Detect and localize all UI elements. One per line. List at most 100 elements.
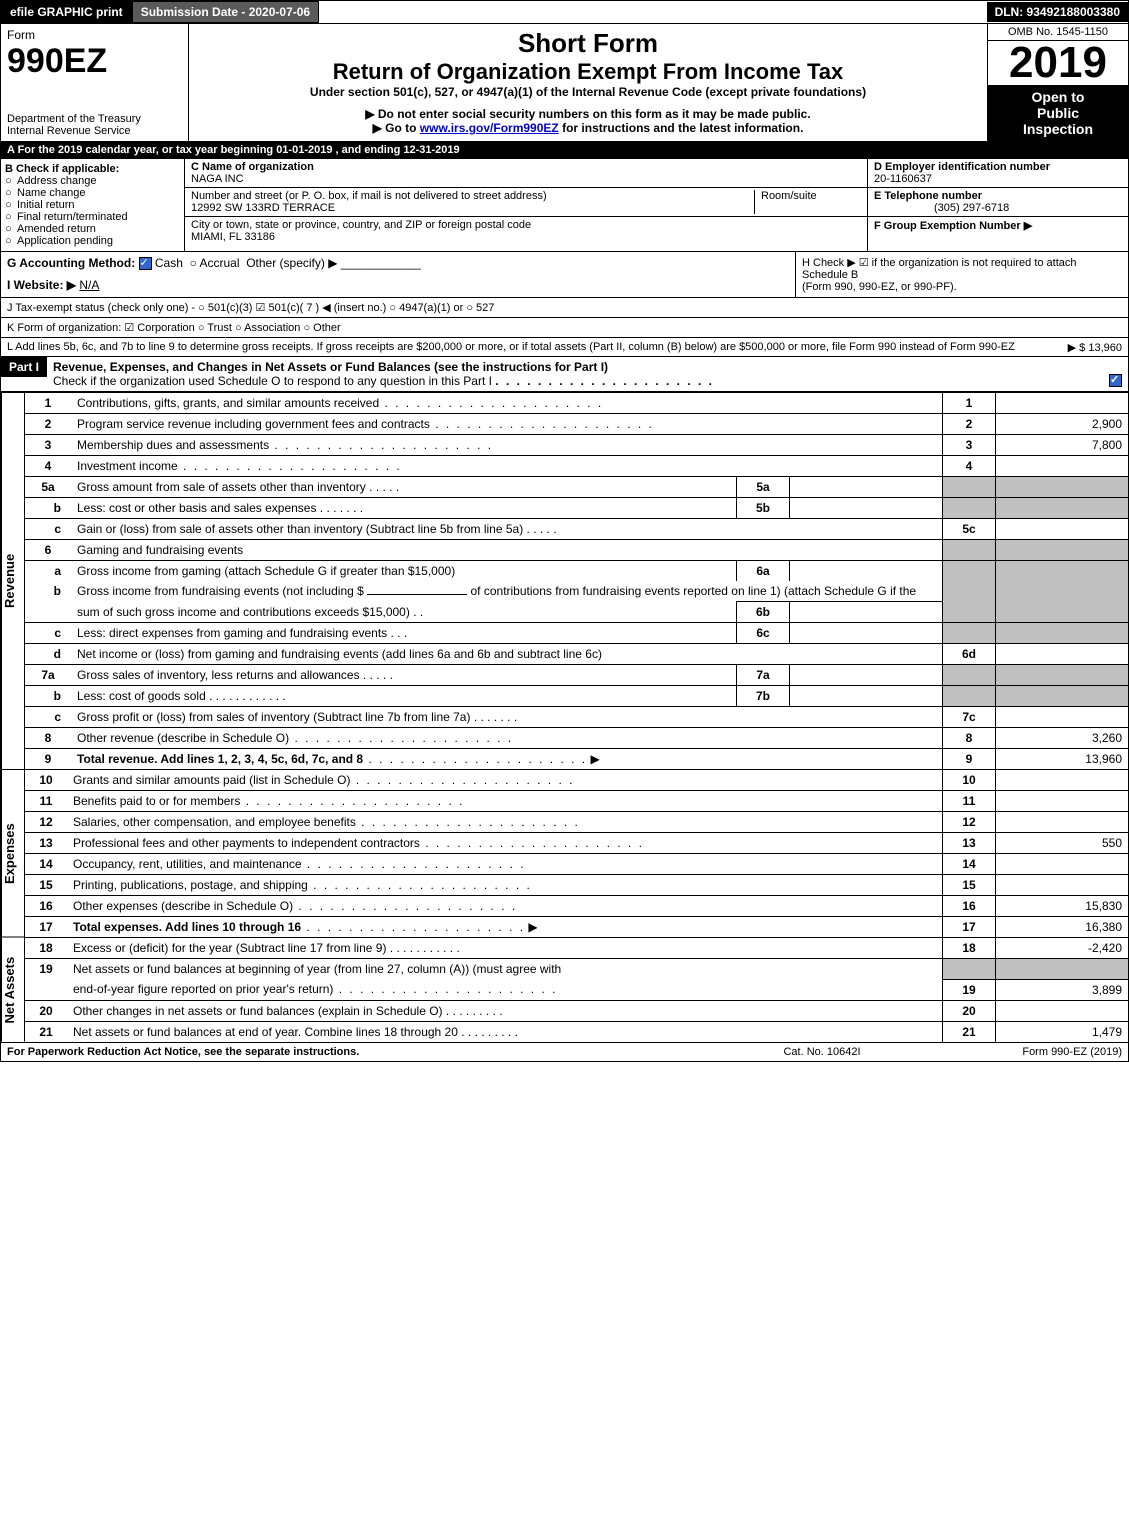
l6b-mval — [790, 602, 943, 623]
l1-no: 1 — [25, 393, 71, 414]
expenses-table: 10 Grants and similar amounts paid (list… — [25, 769, 1128, 937]
l5b-desc: Less: cost or other basis and sales expe… — [77, 501, 316, 515]
l7a-end — [943, 665, 996, 686]
l3-end: 3 — [943, 435, 996, 456]
l7b-val — [996, 686, 1129, 707]
l6b-no: b — [25, 581, 71, 602]
chk-amended[interactable]: Amended return — [5, 223, 180, 235]
l6a-val — [996, 561, 1129, 582]
line-5c: c Gain or (loss) from sale of assets oth… — [25, 519, 1128, 540]
chk-final[interactable]: Final return/terminated — [5, 211, 180, 223]
line-18: 18 Excess or (deficit) for the year (Sub… — [25, 938, 1128, 959]
line-15: 15 Printing, publications, postage, and … — [25, 875, 1128, 896]
line-8: 8 Other revenue (describe in Schedule O)… — [25, 728, 1128, 749]
row-j: J Tax-exempt status (check only one) - ○… — [0, 298, 1129, 318]
l8-desc: Other revenue (describe in Schedule O) — [77, 731, 289, 745]
l1-end: 1 — [943, 393, 996, 414]
part1-label: Part I — [1, 357, 47, 377]
netassets-section: Net Assets 18 Excess or (deficit) for th… — [0, 937, 1129, 1043]
l6b1-val — [996, 581, 1129, 602]
l15-no: 15 — [25, 875, 67, 896]
l7a-mid: 7a — [737, 665, 790, 686]
l6-no: 6 — [25, 540, 71, 561]
l15-val — [996, 875, 1129, 896]
section-bcdef: B Check if applicable: Address change Na… — [0, 159, 1129, 252]
goto-pre: ▶ Go to — [373, 121, 420, 135]
line-6b2: sum of such gross income and contributio… — [25, 602, 1128, 623]
l10-val — [996, 770, 1129, 791]
l20-no: 20 — [25, 1000, 67, 1021]
l-amount: ▶ $ 13,960 — [1068, 341, 1122, 354]
chk-address[interactable]: Address change — [5, 175, 180, 187]
line-6a: a Gross income from gaming (attach Sched… — [25, 561, 1128, 582]
l4-desc: Investment income — [77, 459, 178, 473]
l11-end: 11 — [943, 791, 996, 812]
title-area: Short Form Return of Organization Exempt… — [189, 24, 987, 141]
e-val: (305) 297-6718 — [874, 202, 1009, 214]
goto-text: ▶ Go to www.irs.gov/Form990EZ for instru… — [199, 121, 977, 135]
l7c-no: c — [25, 707, 71, 728]
side-revenue: Revenue — [1, 392, 25, 769]
part1-checkbox[interactable] — [1109, 374, 1122, 387]
chk-cash[interactable] — [139, 257, 152, 270]
d-cell: D Employer identification number 20-1160… — [868, 159, 1128, 188]
short-form: Short Form — [199, 28, 977, 59]
l7b-desc: Less: cost of goods sold — [77, 689, 206, 703]
chk-pending[interactable]: Application pending — [5, 235, 180, 247]
line-9: 9 Total revenue. Add lines 1, 2, 3, 4, 5… — [25, 749, 1128, 770]
l16-end: 16 — [943, 896, 996, 917]
l6-val — [996, 540, 1129, 561]
line-1: 1 Contributions, gifts, grants, and simi… — [25, 393, 1128, 414]
l16-no: 16 — [25, 896, 67, 917]
l17-end: 17 — [943, 917, 996, 938]
footer-mid: Cat. No. 10642I — [722, 1046, 922, 1058]
l9-val: 13,960 — [996, 749, 1129, 770]
l18-val: -2,420 — [996, 938, 1129, 959]
l1-desc: Contributions, gifts, grants, and simila… — [77, 396, 379, 410]
line-13: 13 Professional fees and other payments … — [25, 833, 1128, 854]
line-6b: b Gross income from fundraising events (… — [25, 581, 1128, 602]
l5b-end — [943, 498, 996, 519]
line-17: 17 Total expenses. Add lines 10 through … — [25, 917, 1128, 938]
l7c-val — [996, 707, 1129, 728]
l6b-mid: 6b — [737, 602, 790, 623]
l9-end: 9 — [943, 749, 996, 770]
e-label: E Telephone number — [874, 190, 982, 202]
line-7a: 7a Gross sales of inventory, less return… — [25, 665, 1128, 686]
g-row: G Accounting Method: Cash ○ Accrual Othe… — [1, 252, 795, 297]
l2-no: 2 — [25, 414, 71, 435]
netassets-table: 18 Excess or (deficit) for the year (Sub… — [25, 937, 1128, 1042]
accrual: Accrual — [200, 256, 240, 270]
year: 2019 — [988, 41, 1128, 85]
l6c-end — [943, 623, 996, 644]
form-left: Form 990EZ Department of the Treasury In… — [1, 24, 189, 141]
goto-link[interactable]: www.irs.gov/Form990EZ — [420, 121, 559, 135]
l21-val: 1,479 — [996, 1021, 1129, 1042]
l5c-desc: Gain or (loss) from sale of assets other… — [77, 522, 523, 536]
efile-button[interactable]: efile GRAPHIC print — [1, 1, 132, 23]
side-netassets: Net Assets — [1, 937, 25, 1042]
chk-name[interactable]: Name change — [5, 187, 180, 199]
l7c-end: 7c — [943, 707, 996, 728]
expenses-section: Expenses 10 Grants and similar amounts p… — [0, 769, 1129, 937]
inspection: Open to Public Inspection — [988, 85, 1128, 141]
part1-title-wrap: Revenue, Expenses, and Changes in Net As… — [47, 357, 1128, 391]
line-21: 21 Net assets or fund balances at end of… — [25, 1021, 1128, 1042]
l6a-mid: 6a — [737, 561, 790, 582]
l6a-mval — [790, 561, 943, 582]
line-5b: b Less: cost or other basis and sales ex… — [25, 498, 1128, 519]
l17-no: 17 — [25, 917, 67, 938]
g-label: G Accounting Method: — [7, 256, 135, 270]
chk-initial[interactable]: Initial return — [5, 199, 180, 211]
other-specify: Other (specify) ▶ — [246, 256, 337, 270]
l8-val: 3,260 — [996, 728, 1129, 749]
form-number: 990EZ — [7, 42, 182, 81]
l15-desc: Printing, publications, postage, and shi… — [73, 878, 308, 892]
dept: Department of the Treasury — [7, 113, 182, 125]
line-16: 16 Other expenses (describe in Schedule … — [25, 896, 1128, 917]
l4-val — [996, 456, 1129, 477]
l5a-desc: Gross amount from sale of assets other t… — [77, 480, 366, 494]
dots — [495, 374, 714, 388]
l6d-no: d — [25, 644, 71, 665]
irs: Internal Revenue Service — [7, 125, 182, 137]
